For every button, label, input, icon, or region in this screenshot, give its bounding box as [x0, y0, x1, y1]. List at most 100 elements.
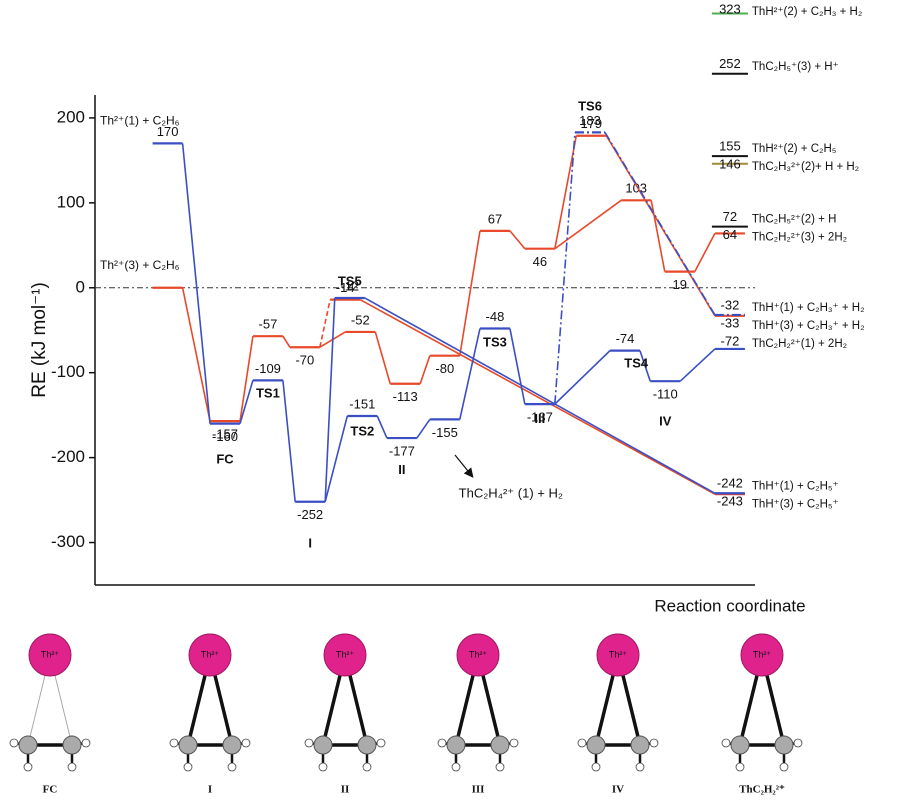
metal-label: Th²⁺ — [336, 649, 355, 659]
end-value-label: -243 — [717, 494, 743, 509]
hydrogen-atom — [578, 739, 586, 747]
end-value-label: 146 — [719, 157, 741, 172]
annotation: TS5 — [338, 273, 362, 288]
y-tick-label: 100 — [57, 192, 85, 211]
hydrogen-atom — [319, 763, 327, 771]
value-label: 170 — [157, 124, 179, 139]
value-label: -252 — [297, 507, 323, 522]
hydrogen-atom — [82, 739, 90, 747]
body: RE (kJ mol⁻¹) Reaction coordinate -300 -2… — [0, 0, 905, 800]
carbon-atom — [223, 736, 241, 754]
end-species-label: ThH⁺(3) + C₂H₃⁺ + H₂ — [752, 320, 865, 332]
connector — [320, 300, 330, 348]
connector — [460, 329, 480, 420]
annotation: TS3 — [483, 334, 507, 349]
annotation: TS1 — [256, 385, 280, 400]
annotation: ThC₂H₄²⁺ (1) + H₂ — [459, 486, 563, 501]
hydrogen-atom — [242, 739, 250, 747]
y-tick-label: -100 — [51, 362, 85, 381]
structure-label: II — [341, 784, 350, 796]
value-label: -160 — [212, 429, 238, 444]
hydrogen-atom — [184, 763, 192, 771]
annotation: TS6 — [578, 98, 602, 113]
hydrogen-atom — [722, 739, 730, 747]
annotation: FC — [216, 452, 234, 467]
end-species-label: ThH⁺(3) + C₂H₅⁺ — [752, 498, 839, 510]
connector — [183, 143, 210, 423]
y-tick-label: -300 — [51, 532, 85, 551]
connector — [420, 356, 430, 384]
y-tick-label: 200 — [57, 107, 85, 126]
structure-label: I — [208, 784, 212, 796]
metal-label: Th²⁺ — [609, 649, 628, 659]
metal-label: Th²⁺ — [753, 649, 772, 659]
hydrogen-atom — [650, 739, 658, 747]
hydrogen-atom — [377, 739, 385, 747]
value-label: 67 — [488, 211, 502, 226]
end-value-label: -32 — [721, 297, 740, 312]
metal-label: Th²⁺ — [469, 649, 488, 659]
end-species-label: ThH²⁺(2) + C₂H₅ — [752, 143, 837, 155]
connector — [680, 349, 715, 381]
value-label: -110 — [653, 387, 678, 402]
connector — [283, 380, 295, 501]
connector — [183, 288, 210, 421]
end-species-label: ThC₂H₃²⁺(2)+ H + H₂ — [752, 161, 859, 173]
value-label: -52 — [351, 312, 370, 327]
hydrogen-atom — [592, 763, 600, 771]
metal-label: Th²⁺ — [201, 649, 220, 659]
connector — [460, 231, 480, 356]
annotation: II — [398, 462, 405, 477]
value-label: -151 — [349, 396, 375, 411]
metal-label: Th²⁺ — [41, 649, 60, 659]
connector — [377, 416, 387, 438]
hydrogen-atom — [736, 763, 744, 771]
hydrogen-atom — [363, 763, 371, 771]
end-species-label: ThC₂H₅²⁺(2) + H — [752, 214, 837, 226]
hydrogen-atom — [496, 763, 504, 771]
annotation: TS4 — [624, 356, 649, 371]
value-label: -177 — [389, 444, 415, 459]
value-label: -74 — [616, 331, 635, 346]
carbon-atom — [491, 736, 509, 754]
x-axis-label: Reaction coordinate — [654, 596, 805, 615]
value-label: -48 — [486, 309, 505, 324]
value-label: 19 — [673, 277, 687, 292]
value-label: -109 — [255, 361, 281, 376]
carbon-atom — [19, 736, 37, 754]
carbon-atom — [587, 736, 605, 754]
hydrogen-atom — [305, 739, 313, 747]
connector — [417, 419, 430, 438]
annotation: I — [308, 536, 312, 551]
y-axis-label: RE (kJ mol⁻¹) — [29, 282, 50, 398]
carbon-atom — [447, 736, 465, 754]
hydrogen-atom — [24, 763, 32, 771]
hydrogen-atom — [780, 763, 788, 771]
value-label: -57 — [259, 317, 278, 332]
connector — [510, 329, 525, 405]
connector — [695, 233, 715, 271]
annotation: III — [534, 411, 545, 426]
end-value-label: 252 — [719, 56, 741, 71]
end-value-label: -242 — [717, 476, 743, 491]
carbon-atom — [631, 736, 649, 754]
structure-label: ThC₂H₂²⁺ — [739, 784, 785, 796]
end-species-label: ThH⁺(1) + C₂H₅⁺ — [752, 480, 839, 492]
y-tick-label: -200 — [51, 447, 85, 466]
page: Reaction energy profile {"chart_data": {… — [0, 0, 905, 800]
connector — [555, 132, 575, 404]
end-species-label: ThH²⁺(2) + C₂H₃ + H₂ — [752, 6, 862, 18]
value-label: -155 — [432, 425, 458, 440]
hydrogen-atom — [438, 739, 446, 747]
hydrogen-atom — [68, 763, 76, 771]
connector — [283, 336, 290, 347]
end-value-label: -33 — [721, 315, 740, 330]
connector — [240, 380, 253, 423]
end-value-label: 155 — [719, 139, 741, 154]
end-species-label: ThC₂H₂²⁺(1) + 2H₂ — [752, 338, 847, 350]
end-species-label: ThH⁺(1) + C₂H₃⁺ + H₂ — [752, 302, 865, 314]
structure-label: III — [472, 784, 485, 796]
hydrogen-atom — [228, 763, 236, 771]
carbon-atom — [731, 736, 749, 754]
annotation: IV — [659, 413, 672, 428]
